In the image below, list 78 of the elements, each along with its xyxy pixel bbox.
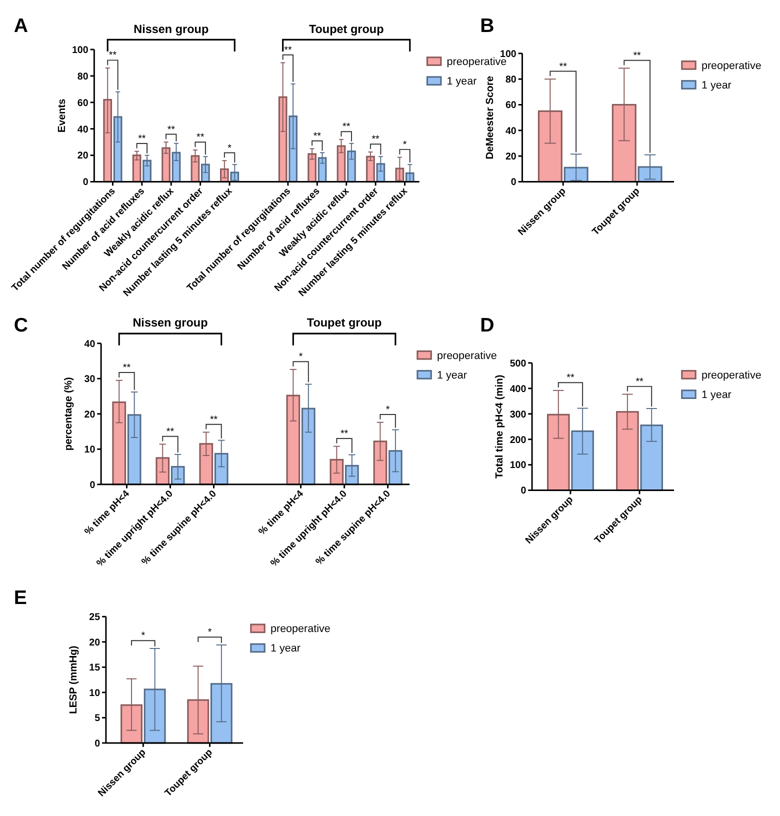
y-tick-label: 5 [94, 713, 101, 724]
y-tick-label: 10 [84, 444, 96, 456]
annotation: ** [138, 134, 146, 145]
y-tick-label: 60 [505, 100, 517, 112]
y-tick-label: 30 [84, 374, 96, 386]
y-tick-label: 100 [510, 460, 527, 472]
text: Nissen group [134, 22, 209, 36]
annotation: ** [167, 124, 176, 136]
y-tick-label: 0 [94, 738, 101, 750]
chart-title: E [14, 586, 27, 609]
y-tick-label: 80 [77, 71, 89, 82]
y-tick-label: 20 [505, 152, 517, 163]
chart-title: A [14, 14, 28, 37]
y-tick-label: 0 [90, 480, 96, 491]
annotation: ** [313, 130, 322, 142]
annotation: * [402, 139, 407, 150]
text: Toupet group [308, 22, 384, 36]
annotation: * [298, 352, 303, 363]
annotation: ** [342, 122, 350, 133]
chart-title: B [480, 14, 494, 37]
annotation: ** [196, 132, 204, 144]
y-axis-title: LESP (mmHg) [68, 646, 80, 714]
annotation: ** [340, 428, 348, 440]
y-axis-title: percentage (%) [64, 377, 75, 451]
bar [366, 156, 375, 183]
bar [142, 160, 152, 183]
y-tick-label: 60 [77, 98, 89, 109]
legend-label: 1 year [270, 642, 301, 655]
text: Nissen group [132, 316, 208, 330]
bar [132, 154, 142, 183]
y-tick-label: 20 [89, 637, 101, 648]
annotation: * [386, 404, 390, 416]
annotation: ** [210, 414, 218, 426]
annotation: ** [559, 61, 568, 72]
y-tick-label: 10 [89, 688, 101, 699]
y-axis-title: Events [56, 98, 68, 132]
y-tick-label: 80 [505, 74, 517, 86]
y-tick-label: 0 [82, 177, 89, 188]
chart-title: C [14, 314, 28, 337]
annotation: ** [166, 426, 174, 438]
legend-label: preoperative [701, 369, 762, 382]
y-tick-label: 500 [510, 358, 527, 370]
y-tick-label: 100 [72, 44, 89, 56]
annotation: ** [636, 376, 644, 388]
legend-label: 1 year [701, 389, 732, 402]
legend-label: preoperative [437, 350, 497, 362]
text: Toupet group [306, 316, 382, 330]
annotation: ** [284, 44, 292, 56]
y-tick-label: 15 [89, 662, 101, 674]
y-tick-label: 20 [77, 150, 89, 162]
y-tick-label: 40 [505, 126, 517, 137]
annotation: ** [633, 50, 642, 62]
y-axis-title: Total time pH<4 (min) [494, 374, 506, 479]
annotation: * [141, 630, 146, 642]
y-tick-label: 400 [510, 384, 527, 395]
y-tick-label: 20 [84, 409, 96, 420]
y-tick-label: 40 [77, 124, 89, 136]
annotation: ** [372, 134, 380, 146]
legend-label: 1 year [446, 76, 478, 88]
bar [308, 153, 316, 183]
annotation: * [228, 142, 232, 154]
y-axis-title: DeMeester Score [484, 76, 496, 160]
legend-label: 1 year [437, 369, 468, 382]
annotation: ** [122, 362, 131, 374]
y-tick-label: 300 [510, 409, 527, 420]
y-tick-label: 200 [510, 434, 527, 446]
legend-label: preoperative [270, 623, 330, 636]
annotation: ** [566, 372, 574, 384]
y-tick-label: 25 [89, 612, 101, 624]
annotation: * [208, 627, 212, 638]
y-tick-label: 0 [520, 486, 527, 497]
chart-title: D [480, 314, 494, 337]
bar [318, 157, 327, 183]
y-tick-label: 0 [510, 177, 517, 188]
y-tick-label: 40 [84, 338, 96, 350]
legend-label: preoperative [701, 60, 762, 72]
legend-label: 1 year [701, 80, 732, 92]
annotation: ** [108, 50, 117, 62]
